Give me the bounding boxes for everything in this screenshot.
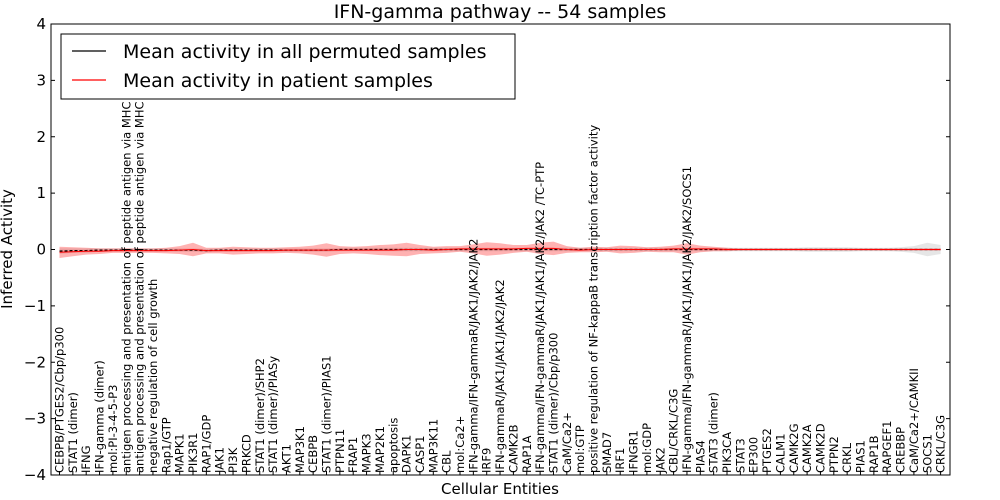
x-tick-label: JAK1 (213, 447, 227, 474)
x-tick-label: PIK3CA (720, 432, 734, 473)
x-tick-label: CAMK2A (800, 424, 814, 473)
x-tick-labels: CEBPB/PTGES2/Cbp/p300 STAT1 (dimer) IFNG IF… (53, 59, 948, 474)
legend-box (60, 33, 516, 100)
x-tick-label: IRF1 (613, 448, 627, 473)
x-tick-label: STAT3 (733, 438, 747, 473)
x-tick-label: IFN-gamma/IFN-gammaR/JAK1/JAK1/JAK2/JAK2… (680, 166, 694, 473)
x-tick-label: IFN-gammaR/JAK1/JAK1/JAK2/JAK2 (493, 279, 507, 473)
x-tick-label: AKT1 (279, 444, 293, 473)
x-tick-label: EP300 (747, 437, 761, 473)
x-tick-label: PI3K (226, 447, 240, 473)
x-tick-label: mol:GTP (573, 425, 587, 473)
x-tick-label: MAPK3 (360, 433, 374, 473)
y-tick-label: 4 (36, 15, 46, 33)
x-tick-label: CALM1 (773, 433, 787, 473)
x-tick-label: MAP3K1 (293, 426, 307, 473)
x-tick-label: PIAS4 (693, 440, 707, 473)
x-tick-label: antigen processing and presentation of p… (119, 62, 133, 473)
x-tick-label: negative regulation of cell growth (146, 279, 160, 473)
x-tick-label: apoptosis (386, 418, 400, 473)
legend-label-patient: Mean activity in patient samples (123, 70, 433, 92)
x-tick-label: RAP1A (520, 435, 534, 473)
y-tick-label: −4 (24, 466, 46, 484)
x-tick-label: SMAD7 (600, 432, 614, 473)
x-tick-label: CaM/Ca2+/CAMKII (907, 368, 921, 473)
chart-title: IFN-gamma pathway -- 54 samples (334, 1, 667, 23)
y-tick-label: −2 (24, 353, 46, 371)
x-tick-label: PRKCD (239, 434, 253, 473)
x-tick-label: PTGES2 (760, 428, 774, 473)
series-lines (59, 247, 941, 253)
x-tick-label: mol:Ca2+ (453, 416, 467, 473)
y-tick-label: 0 (36, 241, 46, 259)
x-tick-label: CRKL (840, 442, 854, 473)
x-tick-label: MAP2K1 (373, 426, 387, 473)
y-tick-label: 2 (36, 128, 46, 146)
x-tick-label: CREBBP (894, 427, 908, 473)
x-tick-label: positive regulation of NF-kappaB transcr… (587, 125, 601, 473)
y-tick-label: −1 (24, 297, 46, 315)
x-tick-label: PIAS1 (854, 440, 868, 473)
y-tick-label: 3 (36, 71, 46, 89)
x-tick-label: CRKL/C3G (934, 415, 948, 473)
x-tick-label: mol:GDP (640, 423, 654, 473)
x-tick-label: IFNG (79, 445, 93, 473)
x-tick-label: MAP3K11 (426, 419, 440, 473)
y-axis-label: Inferred Activity (0, 189, 16, 309)
x-tick-label: CAMK2B (506, 424, 520, 473)
x-tick-label: STAT1 (dimer)/PIAS1 (320, 355, 334, 473)
x-tick-label: SOCS1 (920, 434, 934, 473)
x-tick-label: CBL (440, 450, 454, 473)
x-tick-label: FRAP1 (346, 437, 360, 473)
x-tick-label: IFN-gamma (dimer) (93, 360, 107, 473)
x-tick-label: CBL/CRKL/C3G (667, 389, 681, 473)
legend-label-permuted: Mean activity in all permuted samples (123, 41, 486, 63)
x-tick-label: STAT1 (dimer)/Cbp/p300 (547, 333, 561, 474)
x-tick-label: mol:PI-3-4-5-P3 (106, 385, 120, 473)
line-series-1 (59, 247, 941, 253)
x-tick-label: RAPGEF1 (880, 421, 894, 473)
axis-ticks: −4 −3 −2 −1 0 1 2 3 4 (24, 15, 950, 484)
x-tick-label: CASP1 (413, 435, 427, 472)
x-tick-label: DAPK1 (400, 435, 414, 473)
x-tick-label: JAK2 (653, 447, 667, 474)
y-tick-label: 1 (36, 184, 46, 202)
x-tick-label: CAMK2G (787, 423, 801, 473)
x-tick-label: RAP1/GDP (199, 415, 213, 473)
x-tick-label: PTPN11 (333, 429, 347, 473)
legend: Mean activity in all permuted samples Me… (60, 33, 516, 100)
x-tick-label: IRF9 (480, 448, 494, 473)
x-tick-label: STAT1 (dimer)/PIASy (266, 356, 280, 473)
x-tick-label: STAT1 (dimer)/SHP2 (253, 358, 267, 473)
x-tick-label: MAPK1 (173, 433, 187, 473)
x-tick-label: IFNGR1 (627, 430, 641, 473)
x-tick-label: PTPN2 (827, 436, 841, 473)
x-tick-label: STAT3 (dimer) (707, 392, 721, 473)
x-tick-label: antigen processing and presentation of p… (133, 59, 147, 473)
x-tick-label: CEBPB/PTGES2/Cbp/p300 (53, 327, 67, 473)
x-tick-label: IFN-gamma/IFN-gammaR/JAK1/JAK1/JAK2/JAK2… (533, 162, 547, 473)
x-tick-label: RAP1B (867, 435, 881, 473)
y-tick-label: −3 (24, 410, 46, 428)
x-tick-label: STAT1 (dimer) (66, 392, 80, 473)
x-tick-label: Rap1/GTP (159, 417, 173, 473)
x-tick-label: CAMK2D (813, 423, 827, 473)
x-tick-label: PIK3R1 (186, 433, 200, 474)
x-tick-label: CaM/Ca2+ (560, 412, 574, 473)
x-tick-label: CEBPB (306, 435, 320, 473)
x-tick-label: IFN-gamma/IFN-gammaR/JAK1/JAK2/JAK2 (466, 239, 480, 473)
x-axis-label: Cellular Entities (441, 480, 559, 498)
